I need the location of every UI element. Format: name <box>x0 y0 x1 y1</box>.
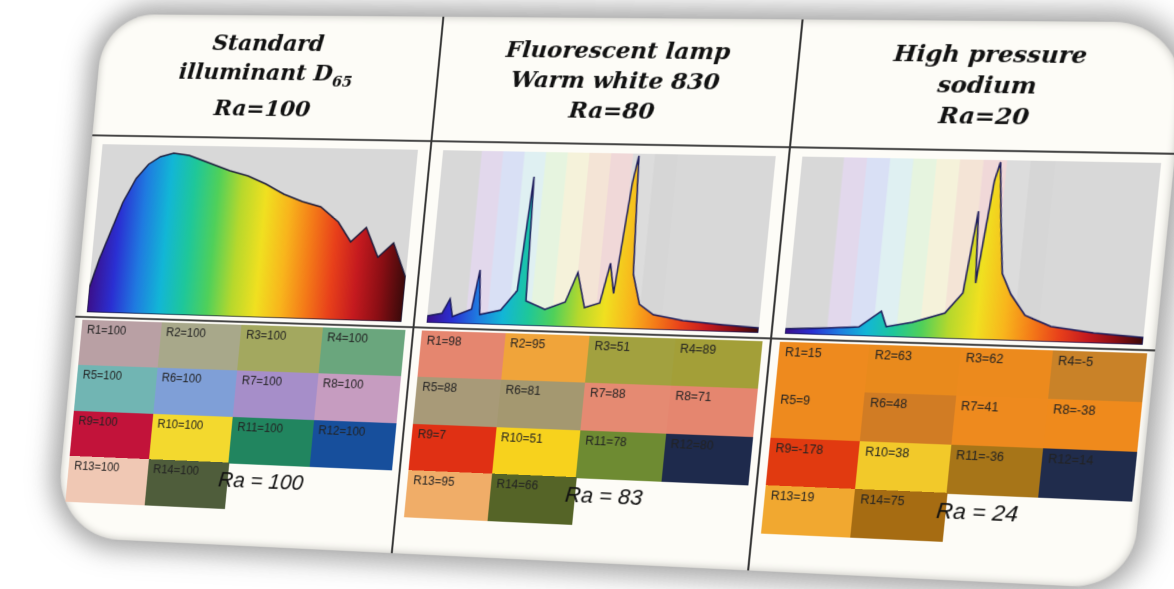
color-sample-tile: R7=88 <box>580 383 671 434</box>
title-line: High pressure <box>892 38 1088 71</box>
color-sample-tile: R10=51 <box>492 427 582 478</box>
title-line: Standard <box>211 28 325 58</box>
title-line: Ra=100 <box>213 94 312 125</box>
title-line: Fluorescent lamp <box>505 35 732 67</box>
color-sample-tile: R5=9 <box>770 390 866 442</box>
color-sample-tile: R5=100 <box>74 365 158 414</box>
color-sample-tile: R11=78 <box>576 430 667 482</box>
color-sample-tile: R4=-5 <box>1048 350 1147 403</box>
spectrum-plot <box>785 157 1161 345</box>
ra-value: Ra = 24 <box>935 498 1019 528</box>
title-line: Warm white 830 <box>509 64 721 97</box>
color-sample-tile: R8=-38 <box>1043 399 1142 452</box>
color-sample-tile: R3=51 <box>585 336 676 387</box>
cri-comparison-card: Standard illuminant D65 Ra=100 R1=100 R2=… <box>55 14 1174 589</box>
panel-header: High pressure sodium Ra=20 <box>791 19 1174 154</box>
color-sample-tile: R7=100 <box>233 371 319 421</box>
color-sample-tile: R6=100 <box>153 368 238 418</box>
color-sample-tile: R11=-36 <box>946 444 1044 497</box>
color-sample-tile: R12=14 <box>1038 448 1137 502</box>
color-sample-tile: R3=62 <box>956 347 1054 400</box>
panel-fluorescent: Fluorescent lamp Warm white 830 Ra=80 R1… <box>393 17 804 571</box>
color-sample-tile: R14=75 <box>850 489 947 542</box>
color-sample-tile: R8=100 <box>314 373 401 423</box>
color-sample-tile: R2=63 <box>865 345 962 397</box>
panel-d65: Standard illuminant D65 Ra=100 R1=100 R2=… <box>55 14 445 553</box>
color-sample-tile: R14=66 <box>487 473 577 525</box>
color-sample-tile: R12=100 <box>309 420 396 471</box>
color-sample-tile: R3=100 <box>237 325 323 375</box>
title-line: illuminant D65 <box>177 57 354 96</box>
color-sample-tile: R4=100 <box>318 327 406 377</box>
panel-header: Standard illuminant D65 Ra=100 <box>92 14 442 142</box>
color-sample-tile: R6=81 <box>496 380 586 431</box>
spectrum-plot <box>427 150 776 333</box>
color-sample-tile: R1=100 <box>78 320 162 369</box>
color-sample-tile: R1=98 <box>417 330 506 380</box>
ra-value: Ra = 83 <box>564 482 644 511</box>
spectrum-plot <box>87 144 418 322</box>
color-sample-tile: R12=80 <box>661 433 753 485</box>
color-sample-tile: R7=41 <box>951 396 1049 449</box>
color-sample-tile: R13=100 <box>65 456 149 506</box>
color-sample-tile: R13=19 <box>761 485 856 538</box>
color-sample-tile: R2=100 <box>157 322 242 371</box>
ra-value: Ra = 100 <box>217 467 304 496</box>
title-line: Ra=80 <box>567 95 655 126</box>
panel-header: Fluorescent lamp Warm white 830 Ra=80 <box>432 17 801 148</box>
color-sample-tile: R5=88 <box>413 377 502 428</box>
color-sample-tile: R8=71 <box>666 386 758 438</box>
color-sample-tile: R10=100 <box>148 413 233 463</box>
title-line: Ra=20 <box>937 100 1030 132</box>
color-sample-tile: R11=100 <box>228 416 314 466</box>
color-sample-tile: R2=95 <box>501 333 591 384</box>
panel-hps: High pressure sodium Ra=20 R1=15 R2=63 R3=… <box>749 19 1174 589</box>
color-sample-tile: R4=89 <box>670 338 762 389</box>
color-sample-tile: R6=48 <box>860 393 957 446</box>
color-sample-tile: R9=-178 <box>766 437 861 490</box>
color-sample-tile: R1=15 <box>775 342 871 394</box>
color-sample-tile: R9=100 <box>70 410 154 460</box>
color-sample-tile: R9=7 <box>408 423 497 474</box>
color-sample-tile: R13=95 <box>404 470 493 521</box>
color-sample-tile: R14=100 <box>144 459 229 509</box>
color-sample-tile: R10=38 <box>855 441 952 494</box>
title-line: sodium <box>936 69 1038 101</box>
